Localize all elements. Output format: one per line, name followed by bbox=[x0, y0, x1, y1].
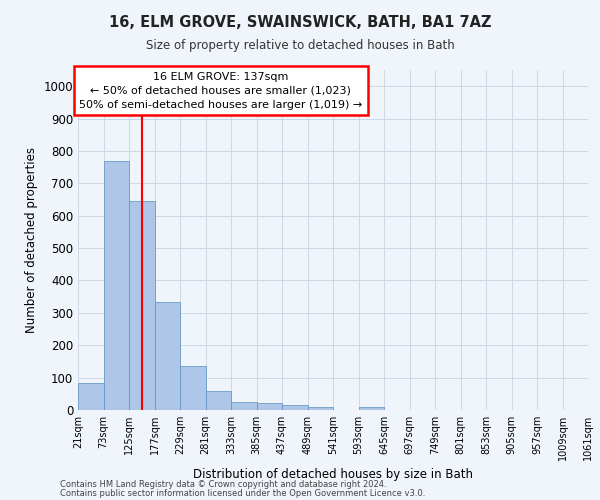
Text: Contains HM Land Registry data © Crown copyright and database right 2024.: Contains HM Land Registry data © Crown c… bbox=[60, 480, 386, 489]
Bar bbox=[257, 403, 282, 410]
Text: 16 ELM GROVE: 137sqm  
← 50% of detached houses are smaller (1,023)
50% of semi-: 16 ELM GROVE: 137sqm ← 50% of detached h… bbox=[79, 72, 362, 110]
X-axis label: Distribution of detached houses by size in Bath: Distribution of detached houses by size … bbox=[193, 468, 473, 481]
Text: Size of property relative to detached houses in Bath: Size of property relative to detached ho… bbox=[146, 38, 454, 52]
Bar bbox=[205, 390, 231, 410]
Bar bbox=[231, 402, 257, 410]
Bar bbox=[155, 302, 180, 410]
Bar bbox=[282, 406, 308, 410]
Bar bbox=[104, 160, 129, 410]
Text: 16, ELM GROVE, SWAINSWICK, BATH, BA1 7AZ: 16, ELM GROVE, SWAINSWICK, BATH, BA1 7AZ bbox=[109, 15, 491, 30]
Y-axis label: Number of detached properties: Number of detached properties bbox=[25, 147, 38, 333]
Text: Contains public sector information licensed under the Open Government Licence v3: Contains public sector information licen… bbox=[60, 490, 425, 498]
Bar bbox=[359, 407, 384, 410]
Bar bbox=[308, 408, 333, 410]
Bar bbox=[78, 383, 104, 410]
Bar bbox=[180, 366, 205, 410]
Bar bbox=[129, 202, 155, 410]
